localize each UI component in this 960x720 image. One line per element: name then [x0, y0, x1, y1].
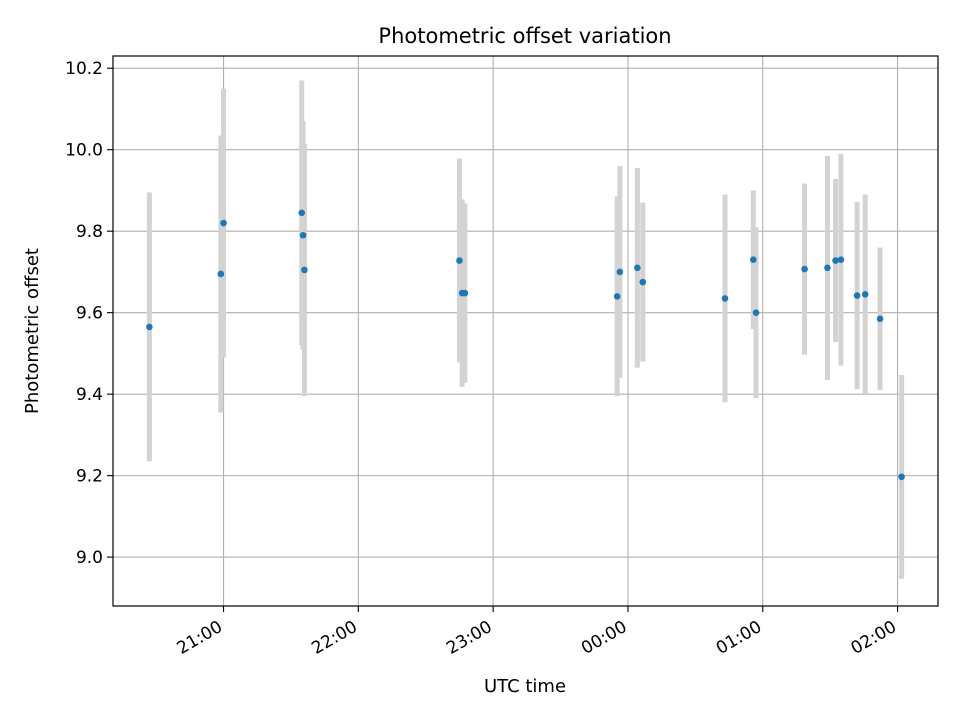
data-point — [301, 266, 308, 274]
plot-frame — [112, 55, 939, 607]
data-point — [898, 473, 905, 481]
data-points — [146, 209, 905, 481]
y-axis-label: Photometric offset — [22, 248, 43, 414]
y-axis-ticks: 9.0 9.2 9.4 9.6 9.8 10.0 10.2 — [65, 59, 113, 568]
data-point — [220, 219, 227, 227]
data-point — [634, 264, 641, 272]
data-point — [217, 270, 225, 278]
data-point — [801, 265, 808, 273]
data-point — [456, 257, 463, 264]
data-point — [639, 278, 647, 286]
data-point — [146, 323, 153, 331]
y-tick-label: 9.4 — [76, 385, 103, 405]
data-point — [876, 315, 884, 323]
grid — [113, 56, 938, 606]
data-point — [721, 295, 729, 302]
data-point — [616, 268, 624, 276]
y-tick-label: 9.0 — [76, 548, 103, 568]
data-point — [750, 256, 757, 264]
data-point — [832, 257, 839, 264]
data-point — [461, 289, 469, 297]
data-point — [298, 209, 306, 217]
data-point — [299, 231, 307, 239]
y-tick-label: 10.2 — [65, 59, 103, 79]
y-tick-label: 9.8 — [76, 222, 103, 242]
data-point — [837, 256, 845, 264]
chart-title: Photometric offset variation — [378, 24, 671, 48]
data-point — [613, 293, 621, 300]
y-tick-label: 10.0 — [65, 141, 103, 161]
data-point — [824, 264, 831, 272]
x-axis-label: UTC time — [484, 676, 566, 697]
data-point — [752, 309, 760, 316]
y-tick-label: 9.2 — [76, 467, 103, 487]
data-point — [853, 292, 861, 299]
y-tick-label: 9.6 — [76, 304, 103, 324]
data-point — [861, 291, 869, 298]
